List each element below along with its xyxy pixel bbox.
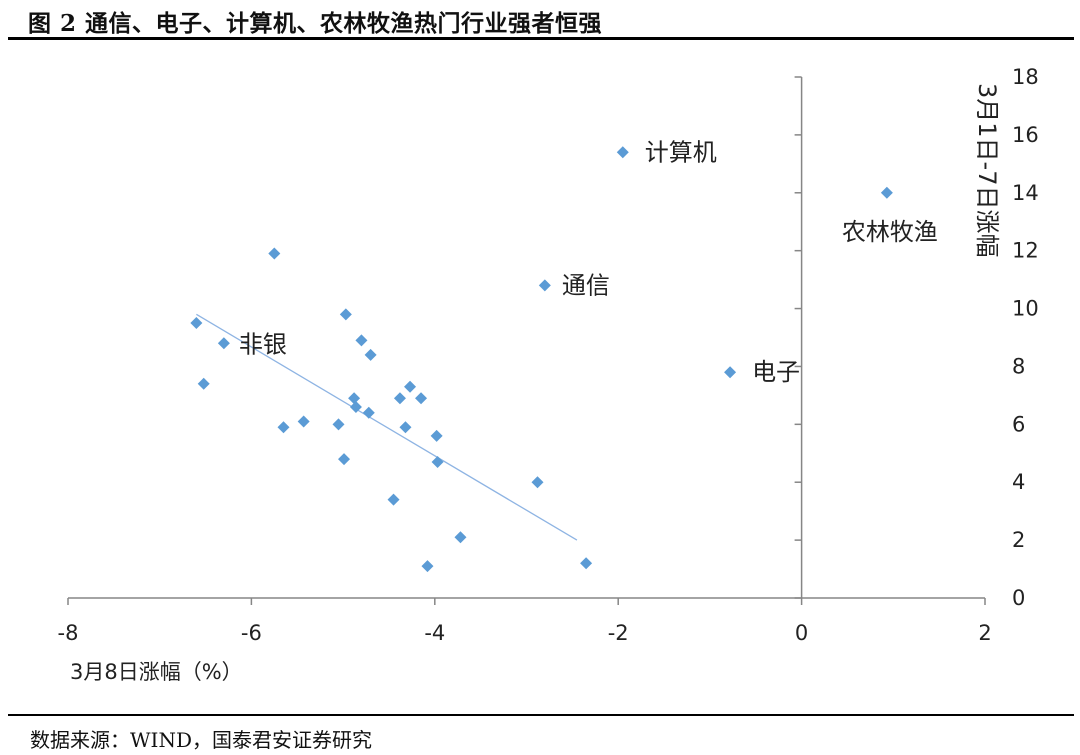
point-label: 通信 <box>562 271 610 299</box>
x-tick-label: -6 <box>241 621 262 645</box>
data-point <box>399 421 412 434</box>
point-label: 农林牧渔 <box>842 218 938 246</box>
data-point <box>332 418 345 431</box>
y-tick-label: 0 <box>1012 586 1025 610</box>
point-label: 电子 <box>752 358 800 386</box>
data-point <box>387 493 400 506</box>
y-tick-label: 4 <box>1012 470 1025 494</box>
data-point <box>880 186 893 199</box>
data-point <box>580 557 593 570</box>
data-point <box>217 337 230 350</box>
data-point <box>190 317 203 330</box>
trendline <box>196 313 578 541</box>
data-point <box>339 308 352 321</box>
data-point <box>404 380 417 393</box>
y-axis-title-group: 3月1日-7日涨幅 <box>973 83 1001 257</box>
data-point <box>531 476 544 489</box>
data-point <box>421 560 434 573</box>
data-point <box>393 392 406 405</box>
x-tick-label: 0 <box>795 621 808 645</box>
y-tick-label: 14 <box>1012 181 1039 205</box>
x-tick-label: 2 <box>978 621 991 645</box>
top-rule <box>8 37 1074 40</box>
data-point <box>538 279 551 292</box>
figure-title: 图 2 通信、电子、计算机、农林牧渔热门行业强者恒强 <box>28 10 603 37</box>
data-point <box>349 400 362 413</box>
y-tick-label: 18 <box>1012 65 1039 89</box>
data-point <box>415 392 428 405</box>
y-tick-label: 8 <box>1012 354 1025 378</box>
trendline-group <box>196 313 578 541</box>
data-point <box>355 334 368 347</box>
data-point <box>364 348 377 361</box>
points-group <box>190 146 893 573</box>
data-point <box>431 455 444 468</box>
data-point <box>454 531 467 544</box>
y-tick-label: 16 <box>1012 123 1039 147</box>
y-axis-title: 3月1日-7日涨幅 <box>973 83 1001 257</box>
x-axis-title: 3月8日涨幅（%） <box>70 660 243 684</box>
point-label: 非银 <box>239 330 287 358</box>
y-tick-label: 6 <box>1012 412 1025 436</box>
y-tick-label: 10 <box>1012 297 1039 321</box>
bottom-rule <box>8 714 1074 716</box>
y-tick-label: 2 <box>1012 528 1025 552</box>
x-tick-label: -8 <box>58 621 79 645</box>
point-label: 计算机 <box>645 138 717 166</box>
data-point <box>616 146 629 159</box>
source-note: 数据来源：WIND，国泰君安证券研究 <box>30 728 372 752</box>
data-point <box>297 415 310 428</box>
data-point <box>362 406 375 419</box>
data-point <box>338 453 351 466</box>
x-tick-label: -4 <box>424 621 445 645</box>
data-point <box>724 366 737 379</box>
data-point <box>197 377 210 390</box>
x-tick-label: -2 <box>608 621 629 645</box>
data-point <box>268 247 281 260</box>
data-point <box>430 429 443 442</box>
y-tick-label: 12 <box>1012 239 1039 263</box>
data-point <box>277 421 290 434</box>
data-point <box>348 392 361 405</box>
